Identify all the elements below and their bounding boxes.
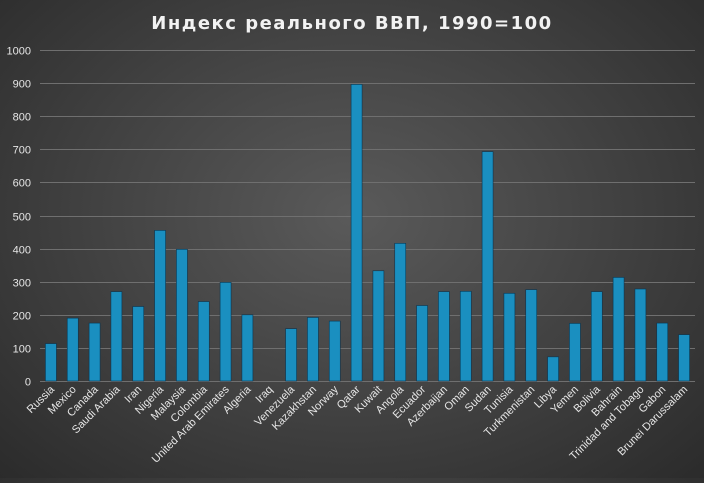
bar-bolivia (590, 291, 603, 382)
bar-malaysia (176, 248, 188, 382)
bar-kuwait (372, 270, 385, 382)
bar-yemen (569, 323, 581, 382)
y-tick-label: 300 (13, 278, 31, 290)
y-tick-label: 900 (13, 79, 31, 91)
y-tick-label: 700 (13, 145, 31, 157)
bars (45, 84, 690, 382)
y-axis-ticks: 0 100 200 300 400 500 600 700 800 900 1000 (7, 46, 31, 389)
bar-saudi-arabia (110, 291, 123, 382)
bar-bahrain (612, 277, 625, 382)
chart-title: Индекс реального ВВП, 1990=100 (151, 13, 552, 34)
bar-mexico (66, 317, 79, 382)
bar-tunisia (503, 292, 516, 382)
y-tick-label: 1000 (7, 46, 31, 58)
y-tick-label: 200 (13, 311, 31, 323)
bar-qatar (350, 84, 363, 382)
bar-algeria (241, 314, 254, 382)
bar-norway (328, 320, 341, 382)
y-tick-label: 100 (13, 344, 31, 356)
y-tick-label: 500 (13, 212, 31, 224)
bar-libya (547, 356, 559, 382)
bar-azerbaijan (438, 291, 450, 382)
bar-united-arab-emirates (219, 282, 232, 382)
bar-oman (459, 290, 472, 382)
y-tick-label: 600 (13, 178, 31, 190)
bar-gabon (656, 322, 669, 382)
y-tick-label: 400 (13, 245, 31, 257)
bar-colombia (197, 301, 210, 382)
bar-venezuela (285, 328, 297, 382)
bar-trinidad-and-tobago (634, 288, 647, 382)
gridlines (40, 50, 695, 382)
bar-turkmenistan (525, 289, 538, 382)
bar-kazakhstan (307, 317, 319, 382)
bar-ecuador (416, 305, 428, 382)
bar-nigeria (154, 230, 166, 382)
y-tick-label: 800 (13, 112, 31, 124)
bar-iran (132, 306, 145, 382)
bar-sudan (481, 151, 494, 382)
bar-angola (394, 243, 407, 382)
bar-canada (88, 322, 101, 382)
bar-russia (45, 343, 57, 382)
bar-brunei-darussalam (678, 334, 690, 382)
y-tick-label: 0 (25, 377, 31, 389)
